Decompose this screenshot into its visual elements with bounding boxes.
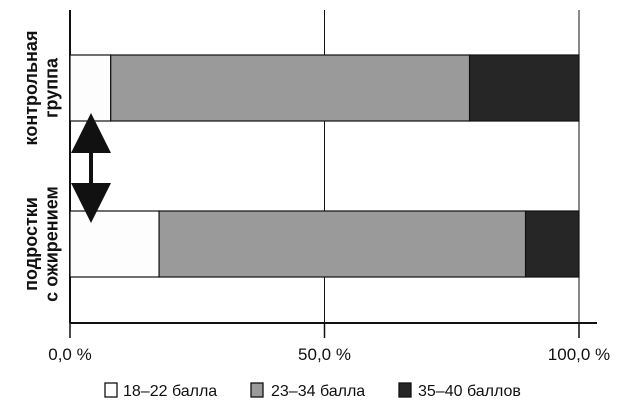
category-label-0: контрольнаягруппа xyxy=(21,31,62,146)
plot-area: 0,0 % 50,0 % 100,0 % контрольнаягруппа подро… xyxy=(21,10,610,364)
legend-label-1: 23–34 балла xyxy=(271,383,365,400)
x-tick-label-1: 50,0 % xyxy=(298,345,351,364)
legend-item-2: 35–40 баллов xyxy=(398,382,521,400)
category-label-line-0-1: группа xyxy=(42,57,62,118)
legend-item-1: 23–34 балла xyxy=(250,382,365,400)
x-tick-label-0: 0,0 % xyxy=(48,345,91,364)
legend-label-0: 18–22 балла xyxy=(123,383,217,400)
bar-segment-0-1 xyxy=(110,54,471,122)
bar-segment-1-0 xyxy=(69,210,160,278)
legend-item-0: 18–22 балла xyxy=(104,382,217,400)
legend-swatch-0 xyxy=(104,382,118,398)
x-tick-label-2: 100,0 % xyxy=(548,345,610,364)
bar-segment-1-1 xyxy=(158,210,527,278)
category-label-line-1-0: подростки xyxy=(21,197,41,291)
bar-segment-0-2 xyxy=(468,54,580,122)
legend-label-2: 35–40 баллов xyxy=(418,383,521,400)
category-label-line-0-0: контрольная xyxy=(21,31,41,146)
legend-swatch-2 xyxy=(398,382,412,398)
category-label-line-1-1: с ожирением xyxy=(42,186,62,302)
bar-segment-0-0 xyxy=(69,54,112,122)
legend-swatch-1 xyxy=(250,382,264,398)
legend: 18–22 балла 23–34 балла 35–40 баллов xyxy=(104,382,521,400)
bar-segment-1-2 xyxy=(524,210,580,278)
category-label-1: подросткис ожирением xyxy=(21,186,62,302)
